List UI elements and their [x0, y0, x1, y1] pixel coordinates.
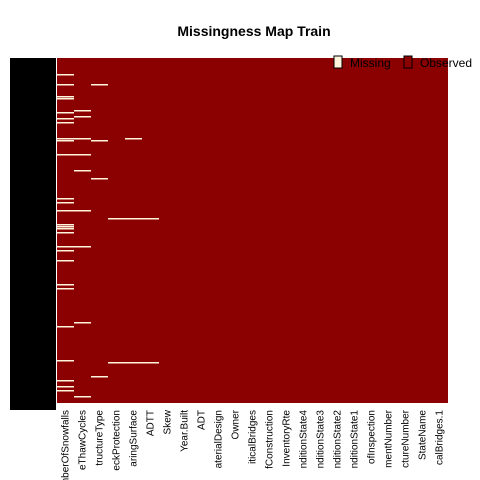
- missing-cell: [57, 154, 74, 156]
- column-label: aringSurface: [129, 410, 140, 467]
- missing-cell: [57, 74, 74, 76]
- column-label: ADTT: [146, 410, 157, 436]
- missing-cell: [108, 362, 159, 364]
- missing-cell: [74, 154, 91, 156]
- row-labels-overlap: [10, 58, 56, 410]
- legend-swatch-observed: [403, 55, 413, 69]
- column-label: ctureNumber: [401, 409, 412, 467]
- heatmap-plot-area: [57, 58, 448, 403]
- missing-cell: [74, 138, 91, 140]
- column-label: nditionState2: [333, 410, 344, 469]
- missing-cell: [57, 202, 74, 204]
- missing-cell: [57, 224, 74, 226]
- column-label: nberOfSnowfalls: [61, 410, 72, 480]
- column-label: Owner: [231, 409, 242, 439]
- column-label: nditionState3: [316, 410, 327, 469]
- missing-cell: [74, 116, 91, 118]
- column-label: StateName: [418, 410, 429, 460]
- missing-cell: [57, 260, 74, 262]
- chart-title: Missingness Map Train: [177, 23, 330, 39]
- column-label: fConstruction: [265, 410, 276, 469]
- missing-cell: [125, 138, 142, 140]
- missing-cell: [74, 170, 91, 172]
- missing-cell: [57, 96, 74, 98]
- missing-cell: [57, 84, 74, 86]
- missing-cell: [57, 112, 74, 114]
- missing-cell: [57, 386, 74, 388]
- missing-cell: [57, 118, 74, 120]
- column-label: tructureType: [95, 410, 106, 466]
- legend-swatch-missing: [333, 55, 343, 69]
- column-label: calBridges.1: [435, 410, 446, 465]
- observed-cells-background: [57, 58, 448, 403]
- missing-cell: [57, 390, 74, 392]
- missing-cell: [74, 322, 91, 324]
- legend: Missing Observed: [333, 55, 472, 70]
- missing-cell: [57, 140, 74, 142]
- missing-cell: [91, 376, 108, 378]
- missing-cell: [108, 218, 159, 220]
- row-labels-block: [10, 58, 56, 410]
- column-labels-group: nberOfSnowfalls eThawCycles tructureType ec…: [61, 409, 446, 480]
- missing-cell: [74, 110, 91, 112]
- missing-cell: [74, 210, 91, 212]
- column-label: eThawCycles: [78, 410, 89, 470]
- missing-cell: [57, 250, 74, 252]
- missing-cell: [57, 210, 74, 212]
- missing-cell: [91, 140, 108, 142]
- missing-cell: [57, 288, 74, 290]
- column-label: Skew: [163, 409, 174, 434]
- missing-cell: [57, 122, 74, 124]
- missing-cell: [57, 198, 74, 200]
- missing-cell: [57, 98, 74, 100]
- missing-cell: [57, 246, 74, 248]
- column-label: nditionState4: [299, 410, 310, 469]
- column-label: Year.Built: [180, 410, 191, 452]
- column-label: InventoryRte: [282, 410, 293, 467]
- missing-cell: [91, 84, 108, 86]
- column-label: ADT: [197, 410, 208, 430]
- missing-cells-group: [57, 74, 159, 398]
- column-label: eckProtection: [112, 410, 123, 471]
- legend-label-missing: Missing: [350, 56, 391, 70]
- missing-cell: [57, 284, 74, 286]
- missing-cell: [74, 246, 91, 248]
- missing-cell: [57, 226, 74, 228]
- column-label: aterialDesign: [214, 410, 225, 468]
- missing-cell: [57, 326, 74, 328]
- column-label: nditionState1: [350, 410, 361, 469]
- missing-cell: [57, 380, 74, 382]
- missing-cell: [57, 228, 74, 230]
- column-label: iticalBridges: [248, 410, 259, 464]
- column-label: ofInspection: [367, 410, 378, 464]
- missing-cell: [57, 360, 74, 362]
- legend-label-observed: Observed: [420, 56, 472, 70]
- missing-cell: [74, 396, 91, 398]
- missing-cell: [57, 138, 74, 140]
- missing-cell: [91, 178, 108, 180]
- column-label: mentNumber: [384, 409, 395, 467]
- missing-cell: [57, 232, 74, 234]
